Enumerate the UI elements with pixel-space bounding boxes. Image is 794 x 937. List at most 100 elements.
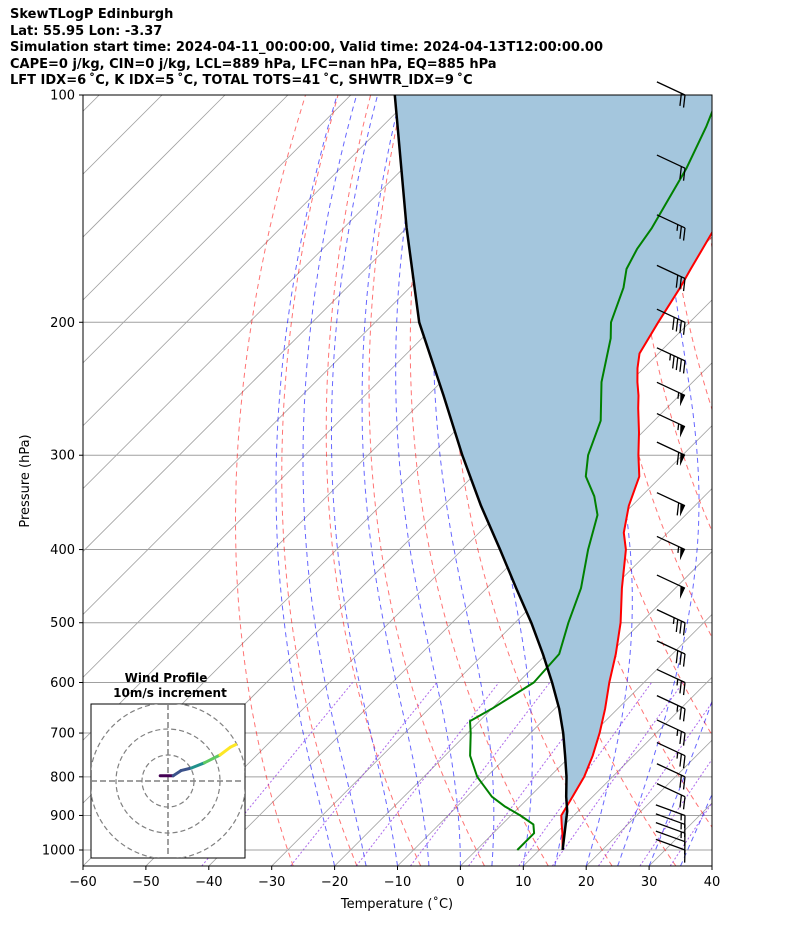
moist-adiabat: [648, 699, 712, 866]
wind-barb: [656, 492, 686, 517]
isotherm-line: [397, 550, 712, 866]
inset-subtitle: 10m/s increment: [113, 686, 227, 700]
y-tick-label: 800: [50, 770, 75, 785]
x-tick-label: 40: [704, 875, 721, 890]
isotherm-line: [83, 95, 100, 112]
hodograph-segment: [171, 769, 183, 778]
station-coordinates: Lat: 55.95 Lon: -3.37: [10, 23, 163, 39]
dry-adiabat: [762, 95, 794, 866]
wind-barb: [656, 308, 686, 335]
y-tick-label: 1000: [42, 844, 75, 859]
axis-ticks: −60 −50 −40 −30 −20 −10 0 10 20 30 40 1000 900 800 700…: [42, 89, 720, 891]
wind-barb: [656, 719, 686, 746]
x-tick-label: 0: [456, 875, 464, 890]
isotherm-line: [83, 95, 414, 427]
moist-adiabat: [331, 95, 398, 866]
dry-adiabat: [325, 95, 422, 866]
moist-adiabat: [432, 95, 495, 866]
wind-barb: [656, 668, 686, 696]
y-tick-label: 100: [50, 89, 75, 104]
isotherm-line: [775, 95, 794, 866]
x-tick-label: 30: [641, 875, 658, 890]
isotherm-line: [83, 95, 352, 364]
x-tick-label: 10: [515, 875, 532, 890]
wind-barb: [656, 763, 686, 790]
dry-adiabat: [729, 95, 794, 866]
wind-barb: [656, 574, 686, 600]
y-axis-label: Pressure (hPa): [18, 434, 33, 527]
x-tick-label: −50: [132, 875, 159, 890]
simulation-times: Simulation start time: 2024-04-11_00:00:…: [10, 40, 603, 55]
mixing-ratio-line: [639, 758, 712, 866]
dry-adiabat: [235, 95, 306, 866]
parcel-profile: [393, 95, 569, 851]
wind-barb: [656, 413, 686, 438]
isotherm-line: [271, 425, 712, 866]
hodograph-segment: [189, 761, 206, 770]
station-title: SkewTLogP Edinburgh: [10, 7, 174, 22]
dry-adiabat: [368, 95, 485, 866]
dry-adiabat: [281, 95, 358, 866]
hodograph-segment: [202, 753, 222, 765]
mixing-ratio-line: [409, 682, 551, 866]
y-tick-label: 600: [50, 676, 75, 691]
y-tick-label: 200: [50, 316, 75, 331]
wind-barb: [656, 741, 686, 769]
x-tick-label: −10: [384, 875, 411, 890]
wind-barb: [655, 804, 686, 829]
y-tick-label: 400: [50, 543, 75, 558]
y-tick-label: 500: [50, 616, 75, 631]
moist-adiabat: [302, 95, 367, 866]
mixing-ratio-line: [669, 801, 712, 866]
x-tick-label: −60: [69, 875, 96, 890]
mixing-ratio-line: [290, 682, 438, 866]
wind-barb: [656, 347, 686, 374]
temperature-profile: [560, 230, 712, 851]
wind-barb: [656, 695, 686, 722]
hodograph-segment: [228, 743, 238, 749]
wind-barb: [656, 609, 686, 636]
wind-barb: [656, 783, 686, 810]
y-tick-label: 700: [50, 727, 75, 742]
x-tick-label: 20: [578, 875, 595, 890]
x-tick-label: −20: [321, 875, 348, 890]
isotherm-line: [334, 488, 712, 866]
hodograph-segment: [179, 766, 193, 773]
cape-area: [394, 95, 712, 850]
hodograph: [91, 704, 245, 858]
isotherm-line: [711, 865, 712, 866]
isotherm-line: [83, 95, 477, 490]
wind-barbs: [655, 81, 686, 863]
isotherm-line: [523, 676, 712, 866]
wind-barb: [656, 154, 686, 181]
moist-adiabat: [361, 95, 430, 866]
moist-adiabat: [585, 95, 633, 866]
stability-indices: LFT IDX=6 ˚C, K IDX=5 ˚C, TOTAL TOTS=41 …: [10, 73, 473, 88]
moist-adiabat: [476, 95, 533, 866]
wind-profile-inset: Wind Profile 10m/s increment: [90, 671, 246, 859]
x-tick-label: −30: [258, 875, 285, 890]
wind-barb: [656, 381, 686, 407]
wind-barb: [656, 214, 686, 241]
wind-barb: [656, 535, 686, 561]
inset-title: Wind Profile: [125, 671, 208, 685]
wind-barb: [656, 264, 686, 292]
y-tick-label: 300: [50, 449, 75, 464]
moist-adiabat: [711, 864, 712, 866]
dewpoint-profile: [469, 109, 712, 851]
moist-adiabat: [617, 95, 700, 866]
x-axis-label: Temperature (˚C): [340, 896, 453, 912]
mixing-ratio-line: [551, 682, 684, 866]
wind-barb: [656, 441, 686, 467]
x-tick-label: −40: [195, 875, 222, 890]
hodograph-segment: [218, 745, 232, 757]
mixing-ratio-line: [355, 682, 500, 866]
y-tick-label: 900: [50, 809, 75, 824]
chart-header: SkewTLogP Edinburgh Lat: 55.95 Lon: -3.3…: [10, 7, 603, 90]
dry-adiabat: [630, 95, 712, 533]
isotherm-line: [83, 95, 289, 301]
mixing-ratio-line: [597, 701, 712, 866]
dry-adiabat: [409, 95, 549, 866]
convective-parameters: CAPE=0 j/kg, CIN=0 j/kg, LCL=889 hPa, LF…: [10, 56, 497, 72]
